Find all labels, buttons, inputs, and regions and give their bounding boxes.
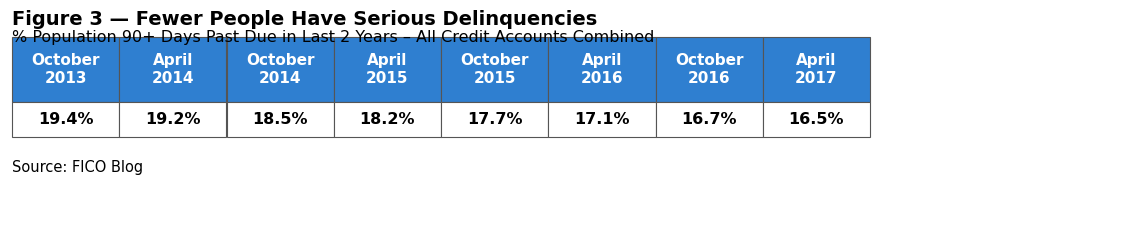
Bar [441,37,548,102]
Bar [548,37,656,102]
Bar [548,102,656,137]
Bar [441,102,548,137]
Text: 19.2%: 19.2% [146,112,201,127]
Text: October
2015: October 2015 [461,53,528,86]
Text: Source: FICO Blog: Source: FICO Blog [11,160,143,175]
Bar [333,37,441,102]
Text: October
2013: October 2013 [31,53,100,86]
Text: 16.7%: 16.7% [682,112,737,127]
Text: % Population 90+ Days Past Due in Last 2 Years – All Credit Accounts Combined: % Population 90+ Days Past Due in Last 2… [11,30,654,45]
Bar [763,37,870,102]
Text: Figure 3 — Fewer People Have Serious Delinquencies: Figure 3 — Fewer People Have Serious Del… [11,10,597,29]
Text: 17.1%: 17.1% [574,112,629,127]
Bar [227,37,333,102]
Bar [119,102,227,137]
Text: October
2014: October 2014 [246,53,314,86]
Text: October
2016: October 2016 [675,53,744,86]
Text: 18.2%: 18.2% [360,112,415,127]
Text: April
2016: April 2016 [581,53,623,86]
Bar [119,37,227,102]
Text: 17.7%: 17.7% [466,112,523,127]
Text: April
2017: April 2017 [795,53,838,86]
Bar [656,37,763,102]
Text: April
2015: April 2015 [366,53,409,86]
Bar [11,102,119,137]
Bar [333,102,441,137]
Text: 19.4%: 19.4% [38,112,93,127]
Text: April
2014: April 2014 [151,53,194,86]
Text: 18.5%: 18.5% [252,112,308,127]
Bar [656,102,763,137]
Bar [227,102,333,137]
Text: 16.5%: 16.5% [788,112,845,127]
Bar [11,37,119,102]
Bar [763,102,870,137]
